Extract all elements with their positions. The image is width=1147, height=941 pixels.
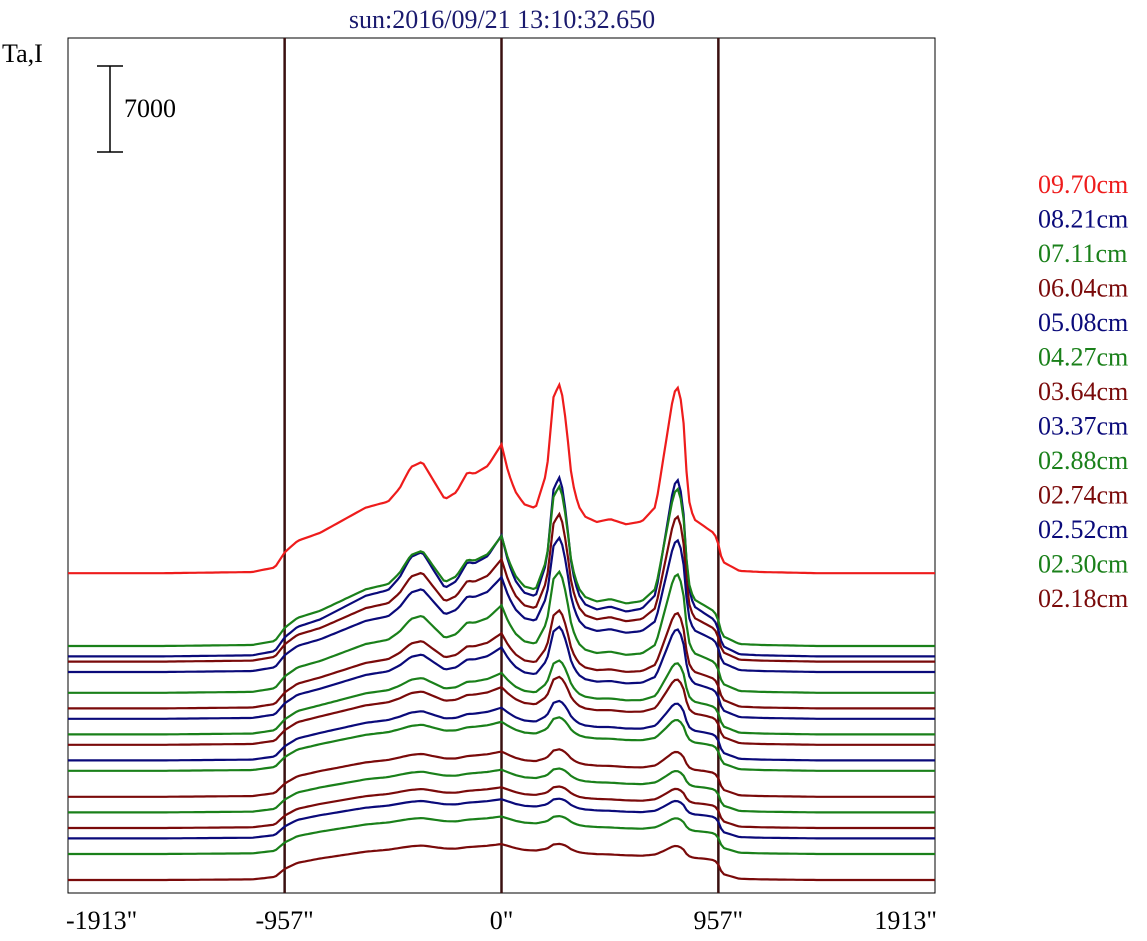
profile-curves	[68, 381, 935, 882]
legend-entry: 03.64cm	[1038, 377, 1128, 406]
profile-curve-3	[68, 511, 935, 663]
profile-curve-17	[68, 842, 935, 882]
x-tick-label: 1913"	[874, 906, 937, 935]
profile-curve-0	[68, 381, 935, 575]
profile-curve-14	[68, 785, 935, 830]
x-tick-label: 0"	[490, 906, 514, 935]
legend-entry: 09.70cm	[1038, 170, 1128, 199]
x-tick-label: -1913"	[66, 906, 137, 935]
legend-entry: 02.88cm	[1038, 446, 1128, 475]
scale-bar-label: 7000	[124, 94, 176, 123]
profile-curve-11	[68, 716, 935, 772]
profile-curve-10	[68, 699, 935, 762]
profile-curve-6	[68, 608, 935, 710]
profile-curve-9	[68, 675, 935, 746]
legend: 09.70cm 08.21cm 07.11cm 06.04cm 05.08cm 04.27…	[1038, 170, 1128, 613]
legend-entry: 02.18cm	[1038, 584, 1128, 613]
x-tick-label: -957"	[255, 906, 313, 935]
profile-curve-13	[68, 767, 935, 814]
x-tick-label: 957"	[694, 906, 744, 935]
profile-curve-4	[68, 535, 935, 674]
legend-entry: 06.04cm	[1038, 274, 1128, 303]
profile-curve-8	[68, 659, 935, 736]
profile-curve-5	[68, 569, 935, 694]
legend-entry: 04.27cm	[1038, 343, 1128, 372]
profile-curve-16	[68, 814, 935, 856]
legend-entry: 05.08cm	[1038, 308, 1128, 337]
legend-entry: 02.52cm	[1038, 515, 1128, 544]
legend-entry: 07.11cm	[1038, 239, 1127, 268]
profile-curve-2	[68, 483, 935, 648]
legend-entry: 02.30cm	[1038, 550, 1128, 579]
legend-entry: 03.37cm	[1038, 412, 1128, 441]
profile-curve-7	[68, 625, 935, 720]
chart-title: sun:2016/09/21 13:10:32.650	[349, 5, 655, 34]
profile-curve-15	[68, 797, 935, 840]
legend-entry: 08.21cm	[1038, 205, 1128, 234]
scale-bar: 7000	[97, 65, 176, 153]
x-tick-labels: -1913" -957" 0" 957" 1913"	[66, 906, 937, 935]
profile-curve-12	[68, 748, 935, 798]
y-axis-label: Ta,I	[2, 39, 43, 68]
legend-entry: 02.74cm	[1038, 481, 1128, 510]
